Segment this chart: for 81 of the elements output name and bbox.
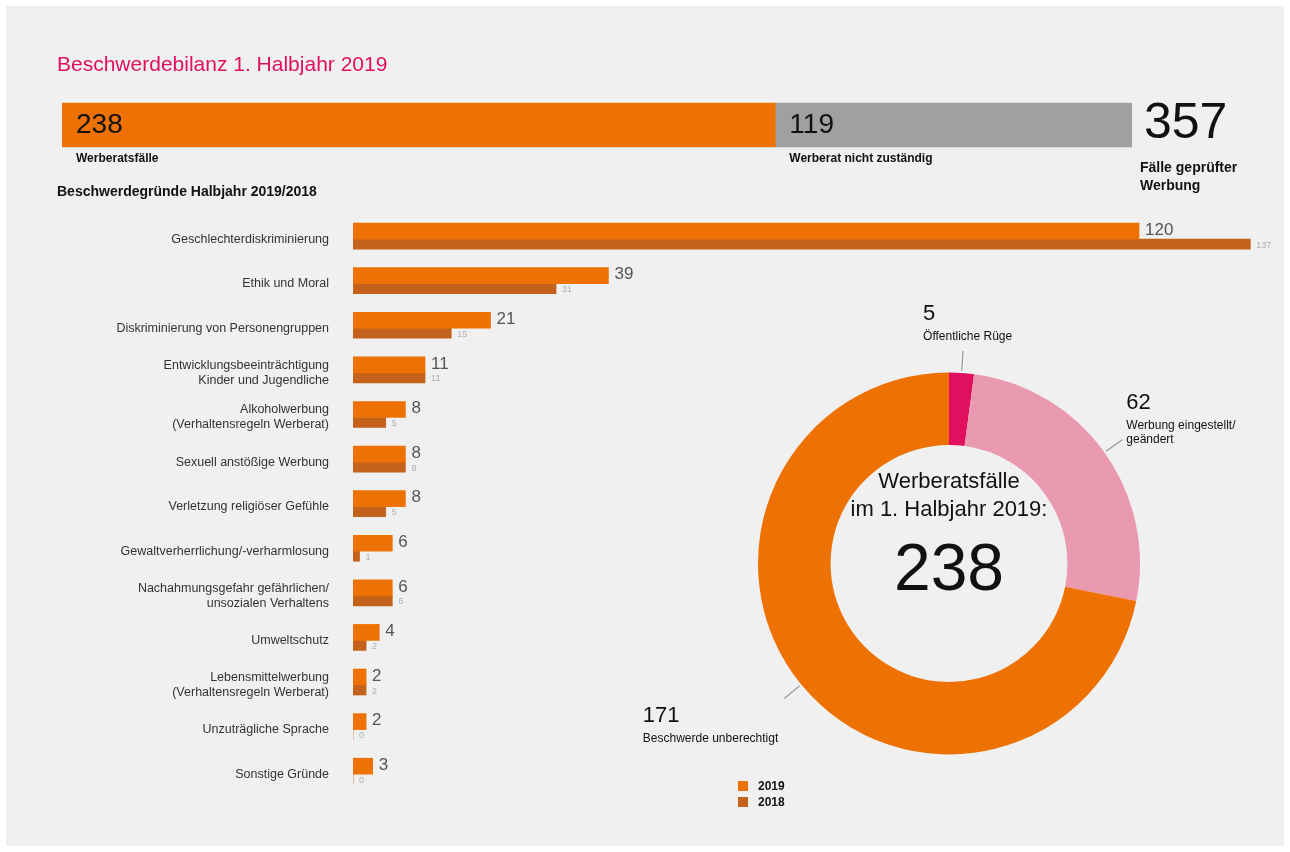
data-label: 6	[398, 576, 408, 596]
bar	[353, 757, 373, 775]
data-label: 137	[1256, 239, 1272, 250]
data-label: 2	[372, 685, 378, 696]
data-label: 171	[642, 701, 680, 727]
annotation: 238	[893, 529, 1005, 604]
bar	[353, 579, 393, 597]
bar	[353, 640, 367, 651]
bar	[353, 668, 367, 686]
bar	[353, 222, 1140, 240]
slice-label: Werbung eingestellt/ geändert	[1126, 417, 1237, 446]
data-label: 15	[457, 328, 468, 339]
series-label: Werberatsfälle	[76, 151, 159, 166]
y-tick-label: Umweltschutz	[251, 632, 329, 647]
y-tick-label: Sonstige Gründe	[235, 766, 330, 781]
series-label: Werberat nicht zuständig	[789, 151, 933, 166]
chart-title: Beschwerdebilanz 1. Halbjahr 2019	[57, 52, 388, 76]
data-label: 3	[378, 754, 389, 774]
bar	[353, 356, 426, 374]
bar	[353, 506, 387, 517]
data-label: 0	[359, 730, 365, 741]
bar	[353, 461, 406, 473]
bar	[353, 238, 1251, 250]
data-label: 5	[923, 300, 936, 326]
bar	[353, 490, 406, 507]
data-label: 8	[411, 398, 421, 418]
y-tick-label: Verletzung religiöser Gefühle	[168, 499, 330, 514]
text: Fälle geprüfter Werbung	[1140, 158, 1239, 194]
data-label: 6	[398, 596, 404, 607]
data-label: 2	[372, 710, 382, 730]
y-tick-label: Geschlechterdiskriminierung	[171, 231, 330, 246]
y-tick-label: Sexuell anstößige Werbung	[175, 454, 330, 469]
bar	[353, 550, 360, 562]
bar	[353, 327, 452, 339]
bar	[353, 401, 406, 418]
bar	[353, 417, 387, 428]
y-tick-label: Gewaltverherrlichung/-verharmlosung	[120, 543, 330, 558]
bar	[353, 684, 367, 696]
data-label: 8	[411, 462, 417, 473]
data-label: 11	[431, 373, 441, 384]
legend-label: 2019	[758, 779, 785, 793]
y-tick-label: Ethik und Moral	[242, 276, 329, 291]
bar	[353, 283, 557, 295]
y-tick-label: Alkoholwerbung (Verhaltensregeln Werberat)	[172, 402, 330, 432]
y-tick-label: Entwicklungsbeeinträchtigung Kinder und Jugendliche	[163, 357, 330, 387]
y-tick-label: Nachahmungsgefahr gefährlichen/ unsozialen Verhaltens	[137, 580, 330, 610]
slice-label: Öffentliche Rüge	[923, 329, 1013, 344]
data-label: 31	[562, 284, 573, 295]
data-label: 8	[411, 442, 421, 462]
y-tick-label: Diskriminierung von Personengruppen	[116, 320, 330, 335]
data-label: 119	[789, 107, 834, 139]
y-tick-label: Unzuträgliche Sprache	[202, 722, 330, 737]
data-label: 5	[391, 417, 397, 428]
data-label: 120	[1145, 219, 1174, 239]
data-label: 21	[496, 308, 516, 328]
data-label: 6	[398, 531, 408, 551]
data-label: 4	[385, 621, 395, 641]
data-label: 2	[372, 665, 382, 685]
data-label: 8	[411, 487, 421, 507]
legend-label: 2018	[758, 795, 785, 809]
data-label: 5	[391, 507, 397, 518]
data-label: 1	[365, 551, 371, 562]
data-label: 62	[1126, 388, 1151, 414]
text: Beschwerdegründe Halbjahr 2019/2018	[57, 183, 318, 200]
bar	[353, 445, 406, 463]
slice-label: Beschwerde unberechtigt	[642, 730, 779, 745]
data-label: 39	[614, 264, 634, 284]
total-label: 357	[1144, 92, 1228, 150]
data-label: 238	[76, 107, 123, 139]
text: Werberatsfälle im 1. Halbjahr 2019:	[850, 467, 1048, 521]
bar	[353, 267, 609, 285]
bar	[353, 713, 367, 730]
data-label: 2	[372, 640, 378, 651]
data-label: 11	[431, 353, 449, 373]
bar	[353, 624, 380, 641]
y-tick-label: Lebensmittelwerbung (Verhaltensregeln Werberat)	[172, 669, 330, 699]
bar	[353, 595, 393, 607]
bar	[353, 534, 393, 552]
data-label: 0	[359, 774, 365, 785]
bar	[353, 372, 426, 384]
bar	[353, 311, 491, 329]
